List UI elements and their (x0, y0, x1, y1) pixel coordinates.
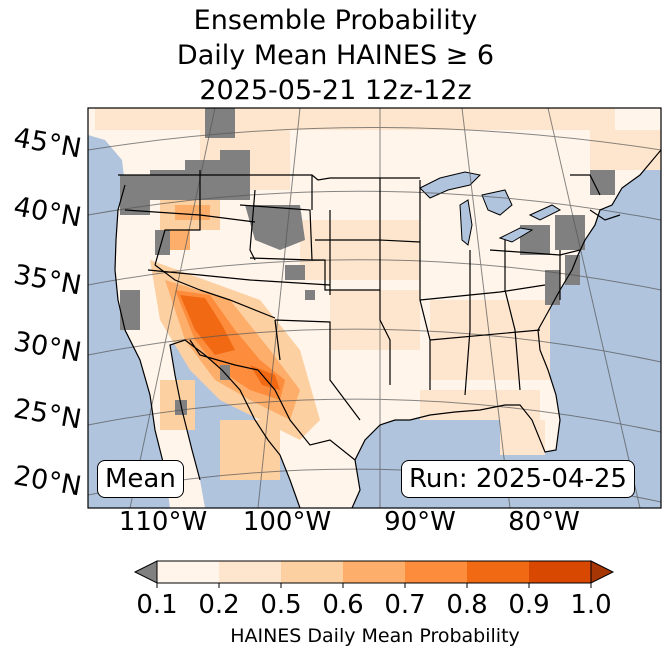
colorbar-under-arrow (133, 560, 158, 584)
colorbar-label: HAINES Daily Mean Probability (230, 625, 520, 647)
title-line-2: Daily Mean HAINES ≥ 6 (176, 40, 495, 71)
colorbar-over-arrow (590, 560, 615, 584)
colorbar-tick: 0.7 (384, 590, 426, 620)
colorbar-tick: 0.9 (508, 590, 550, 620)
colorbar-tick: 0.8 (446, 590, 488, 620)
state-borders (118, 170, 621, 461)
lon-label-80: 80°W (508, 507, 580, 537)
colorbar (133, 560, 615, 588)
title-line-3: 2025-05-21 12z-12z (199, 75, 472, 106)
lon-label-100: 100°W (242, 507, 332, 537)
coastline (114, 149, 661, 508)
mean-badge: Mean (97, 460, 184, 498)
colorbar-tick: 0.2 (198, 590, 240, 620)
run-date-badge: Run: 2025-04-25 (401, 460, 635, 498)
colorbar-tick: 0.1 (136, 590, 178, 620)
lon-label-110: 110°W (118, 507, 208, 537)
colorbar-tick: 0.6 (322, 590, 364, 620)
masked-areas (120, 108, 615, 415)
lon-label-90: 90°W (384, 507, 456, 537)
colorbar-tick: 0.5 (260, 590, 302, 620)
title-line-1: Ensemble Probability (193, 5, 478, 36)
colorbar-tick: 1.0 (570, 590, 612, 620)
